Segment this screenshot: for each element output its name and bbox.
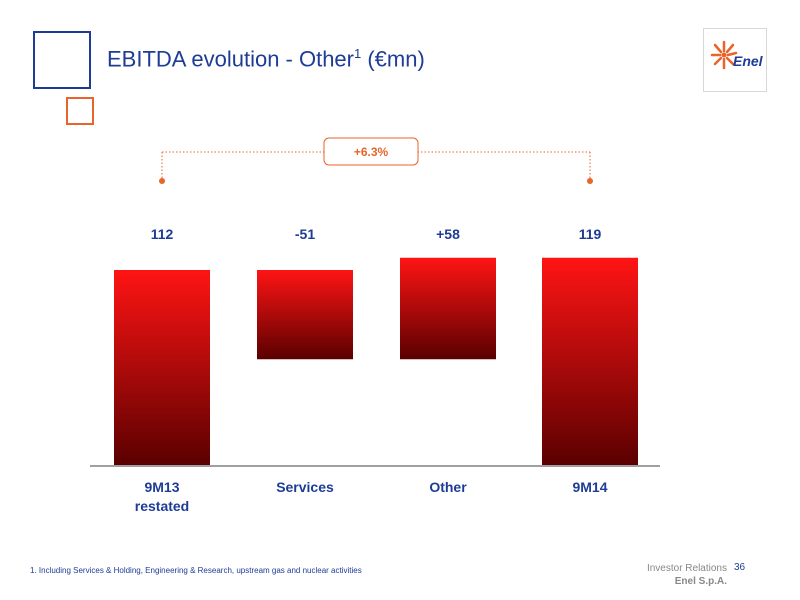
- bracket-right-dot: [587, 178, 593, 184]
- page-title: EBITDA evolution - Other1 (€mn): [107, 46, 425, 72]
- ir-line-1: Investor Relations: [646, 563, 727, 574]
- decorative-orange-square: [66, 97, 94, 125]
- category-label: Other: [429, 479, 467, 495]
- bar-2: [257, 270, 353, 360]
- category-label: Services: [276, 479, 334, 495]
- data-label: -51: [295, 226, 315, 242]
- bar-4: [542, 257, 638, 466]
- title-text: EBITDA evolution - Other: [107, 46, 354, 72]
- data-label: +58: [436, 226, 460, 242]
- data-label: 112: [151, 226, 174, 242]
- investor-relations-block: Investor Relations Enel S.p.A.: [600, 562, 727, 588]
- bar-3: [400, 257, 496, 360]
- bar-1: [114, 270, 210, 466]
- category-label: 9M13: [144, 479, 179, 495]
- growth-annotation: +6.3%: [354, 145, 389, 159]
- footnote: 1. Including Services & Holding, Enginee…: [30, 566, 362, 575]
- growth-bracket: +6.3%: [159, 137, 593, 184]
- enel-sun-icon: [710, 40, 738, 70]
- enel-logo: Enel: [703, 28, 767, 92]
- data-label: 119: [579, 226, 602, 242]
- logo-wordmark: Enel: [733, 53, 763, 69]
- ir-line-2: Enel S.p.A.: [674, 576, 727, 587]
- title-footnote-marker: 1: [354, 46, 362, 61]
- category-label: restated: [135, 498, 189, 514]
- growth-badge: [323, 137, 419, 166]
- decorative-blue-square: [33, 31, 91, 89]
- page-number: 36: [734, 562, 746, 573]
- category-label: 9M14: [572, 479, 607, 495]
- title-unit: (€mn): [367, 46, 425, 72]
- bracket-left-dot: [159, 178, 165, 184]
